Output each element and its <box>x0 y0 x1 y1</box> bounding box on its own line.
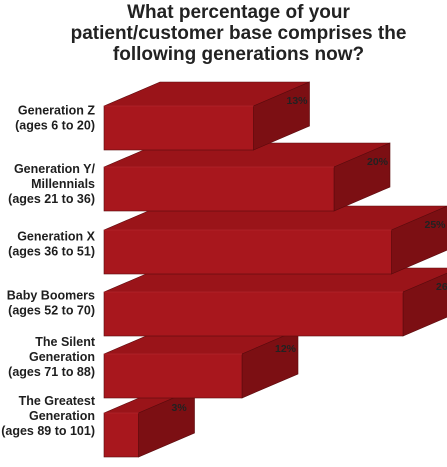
category-label-line: Generation Y/ <box>14 162 96 176</box>
bar-2 <box>103 142 391 212</box>
category-label-line: Millennials <box>31 177 95 191</box>
bar-3 <box>103 205 447 275</box>
category-label-line: Generation Z <box>18 104 95 118</box>
category-label: The Silent Generation (ages 71 to 88) <box>8 335 96 379</box>
category-label-line: (ages 6 to 20) <box>15 119 95 133</box>
category-label: Generation Z (ages 6 to 20) <box>15 104 95 133</box>
value-label: 26% <box>436 281 447 293</box>
bar-front-face <box>103 105 254 151</box>
category-label-line: (ages 71 to 88) <box>8 365 95 379</box>
bar-front-face <box>103 291 404 337</box>
category-label: The Greatest Generation (ages 89 to 101) <box>1 394 96 438</box>
category-label-line: Baby Boomers <box>7 289 95 303</box>
category-label-line: Generation <box>29 409 95 423</box>
labels-layer: Generation Z (ages 6 to 20) 13% Generation … <box>1 95 447 438</box>
bar-4 <box>103 267 447 337</box>
category-label-line: The Greatest <box>19 394 96 408</box>
bar-front-face <box>103 166 335 212</box>
category-label-line: (ages 21 to 36) <box>8 192 95 206</box>
chart-title: What percentage of your patient/customer… <box>70 2 407 65</box>
bars-layer <box>103 81 447 458</box>
category-label-line: The Silent <box>35 335 96 349</box>
bar-front-face <box>103 353 243 399</box>
category-label-line: (ages 36 to 51) <box>8 245 95 259</box>
bar-front-face <box>103 412 139 458</box>
value-label: 3% <box>172 402 188 414</box>
category-label: Baby Boomers (ages 52 to 70) <box>7 289 95 318</box>
value-label: 20% <box>367 156 389 168</box>
category-label-line: Generation <box>29 350 95 364</box>
category-label-line: (ages 52 to 70) <box>8 304 95 318</box>
bar-5 <box>103 329 299 399</box>
category-label-line: Generation X <box>17 230 95 244</box>
bar-6 <box>103 388 195 458</box>
category-label: Generation X (ages 36 to 51) <box>8 230 96 259</box>
bar-1 <box>103 81 310 151</box>
category-label-line: (ages 89 to 101) <box>1 424 95 438</box>
category-label: Generation Y/Millennials (ages 21 to 36) <box>8 162 95 206</box>
value-label: 25% <box>425 219 447 231</box>
value-label: 12% <box>275 343 297 355</box>
value-label: 13% <box>287 95 309 107</box>
bar-front-face <box>103 229 392 275</box>
